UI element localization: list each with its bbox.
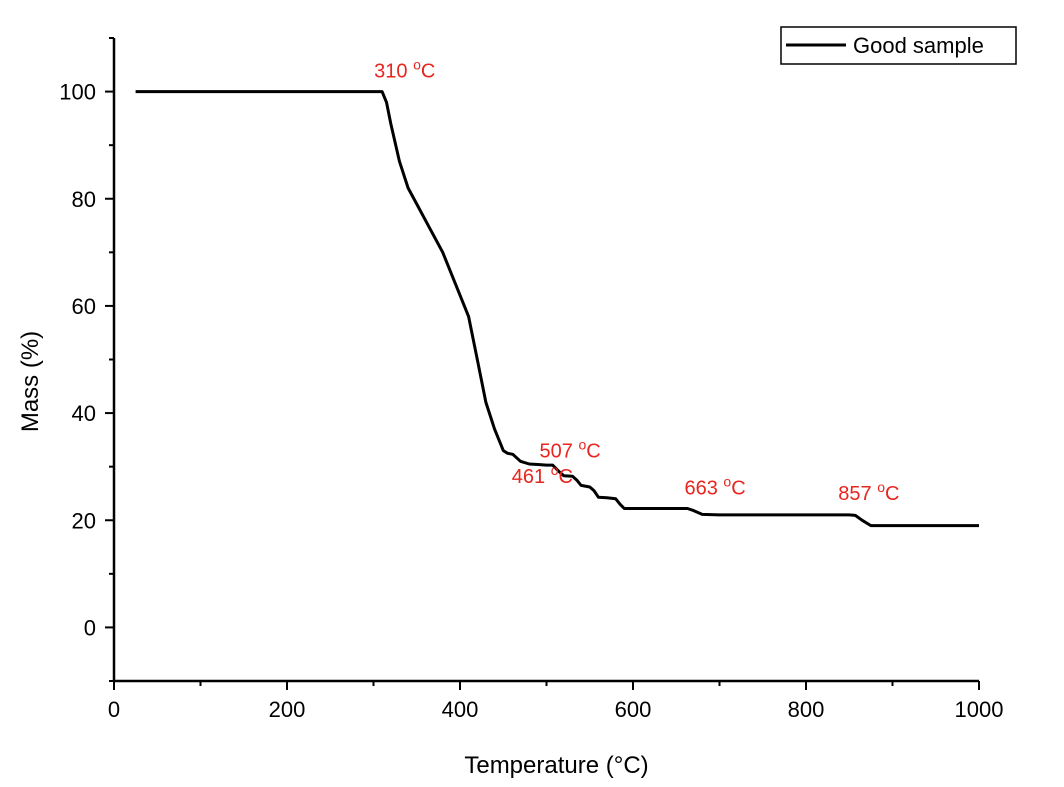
y-axis-title: Mass (%) [17, 331, 44, 432]
y-tick-label: 100 [59, 80, 96, 105]
y-tick-label: 80 [72, 187, 96, 212]
y-tick-label: 60 [72, 294, 96, 319]
y-tick-label: 0 [84, 615, 96, 640]
series-layer [135, 90, 979, 528]
axes: 0 200 400 600 800 1000 0 20 40 60 80 100 Temperature… [17, 37, 1004, 779]
x-tick-label: 1000 [955, 697, 1004, 722]
series-line-good-sample [135, 90, 979, 528]
temperature-annotation: 310 oC [374, 57, 435, 83]
x-tick-label: 200 [269, 697, 306, 722]
x-tick-label: 0 [108, 697, 120, 722]
x-tick-label: 600 [615, 697, 652, 722]
y-tick-label: 40 [72, 401, 96, 426]
legend-label: Good sample [853, 33, 984, 58]
temperature-annotation: 857 oC [838, 479, 899, 505]
temperature-annotation: 507 oC [540, 437, 601, 463]
x-tick-label: 800 [788, 697, 825, 722]
temperature-annotation: 663 oC [684, 474, 745, 500]
x-tick-label: 400 [442, 697, 479, 722]
x-axis-title: Temperature (°C) [464, 752, 648, 779]
y-tick-label: 20 [72, 508, 96, 533]
temperature-annotation: 461 oC [512, 462, 573, 488]
legend: Good sample [780, 26, 1017, 65]
